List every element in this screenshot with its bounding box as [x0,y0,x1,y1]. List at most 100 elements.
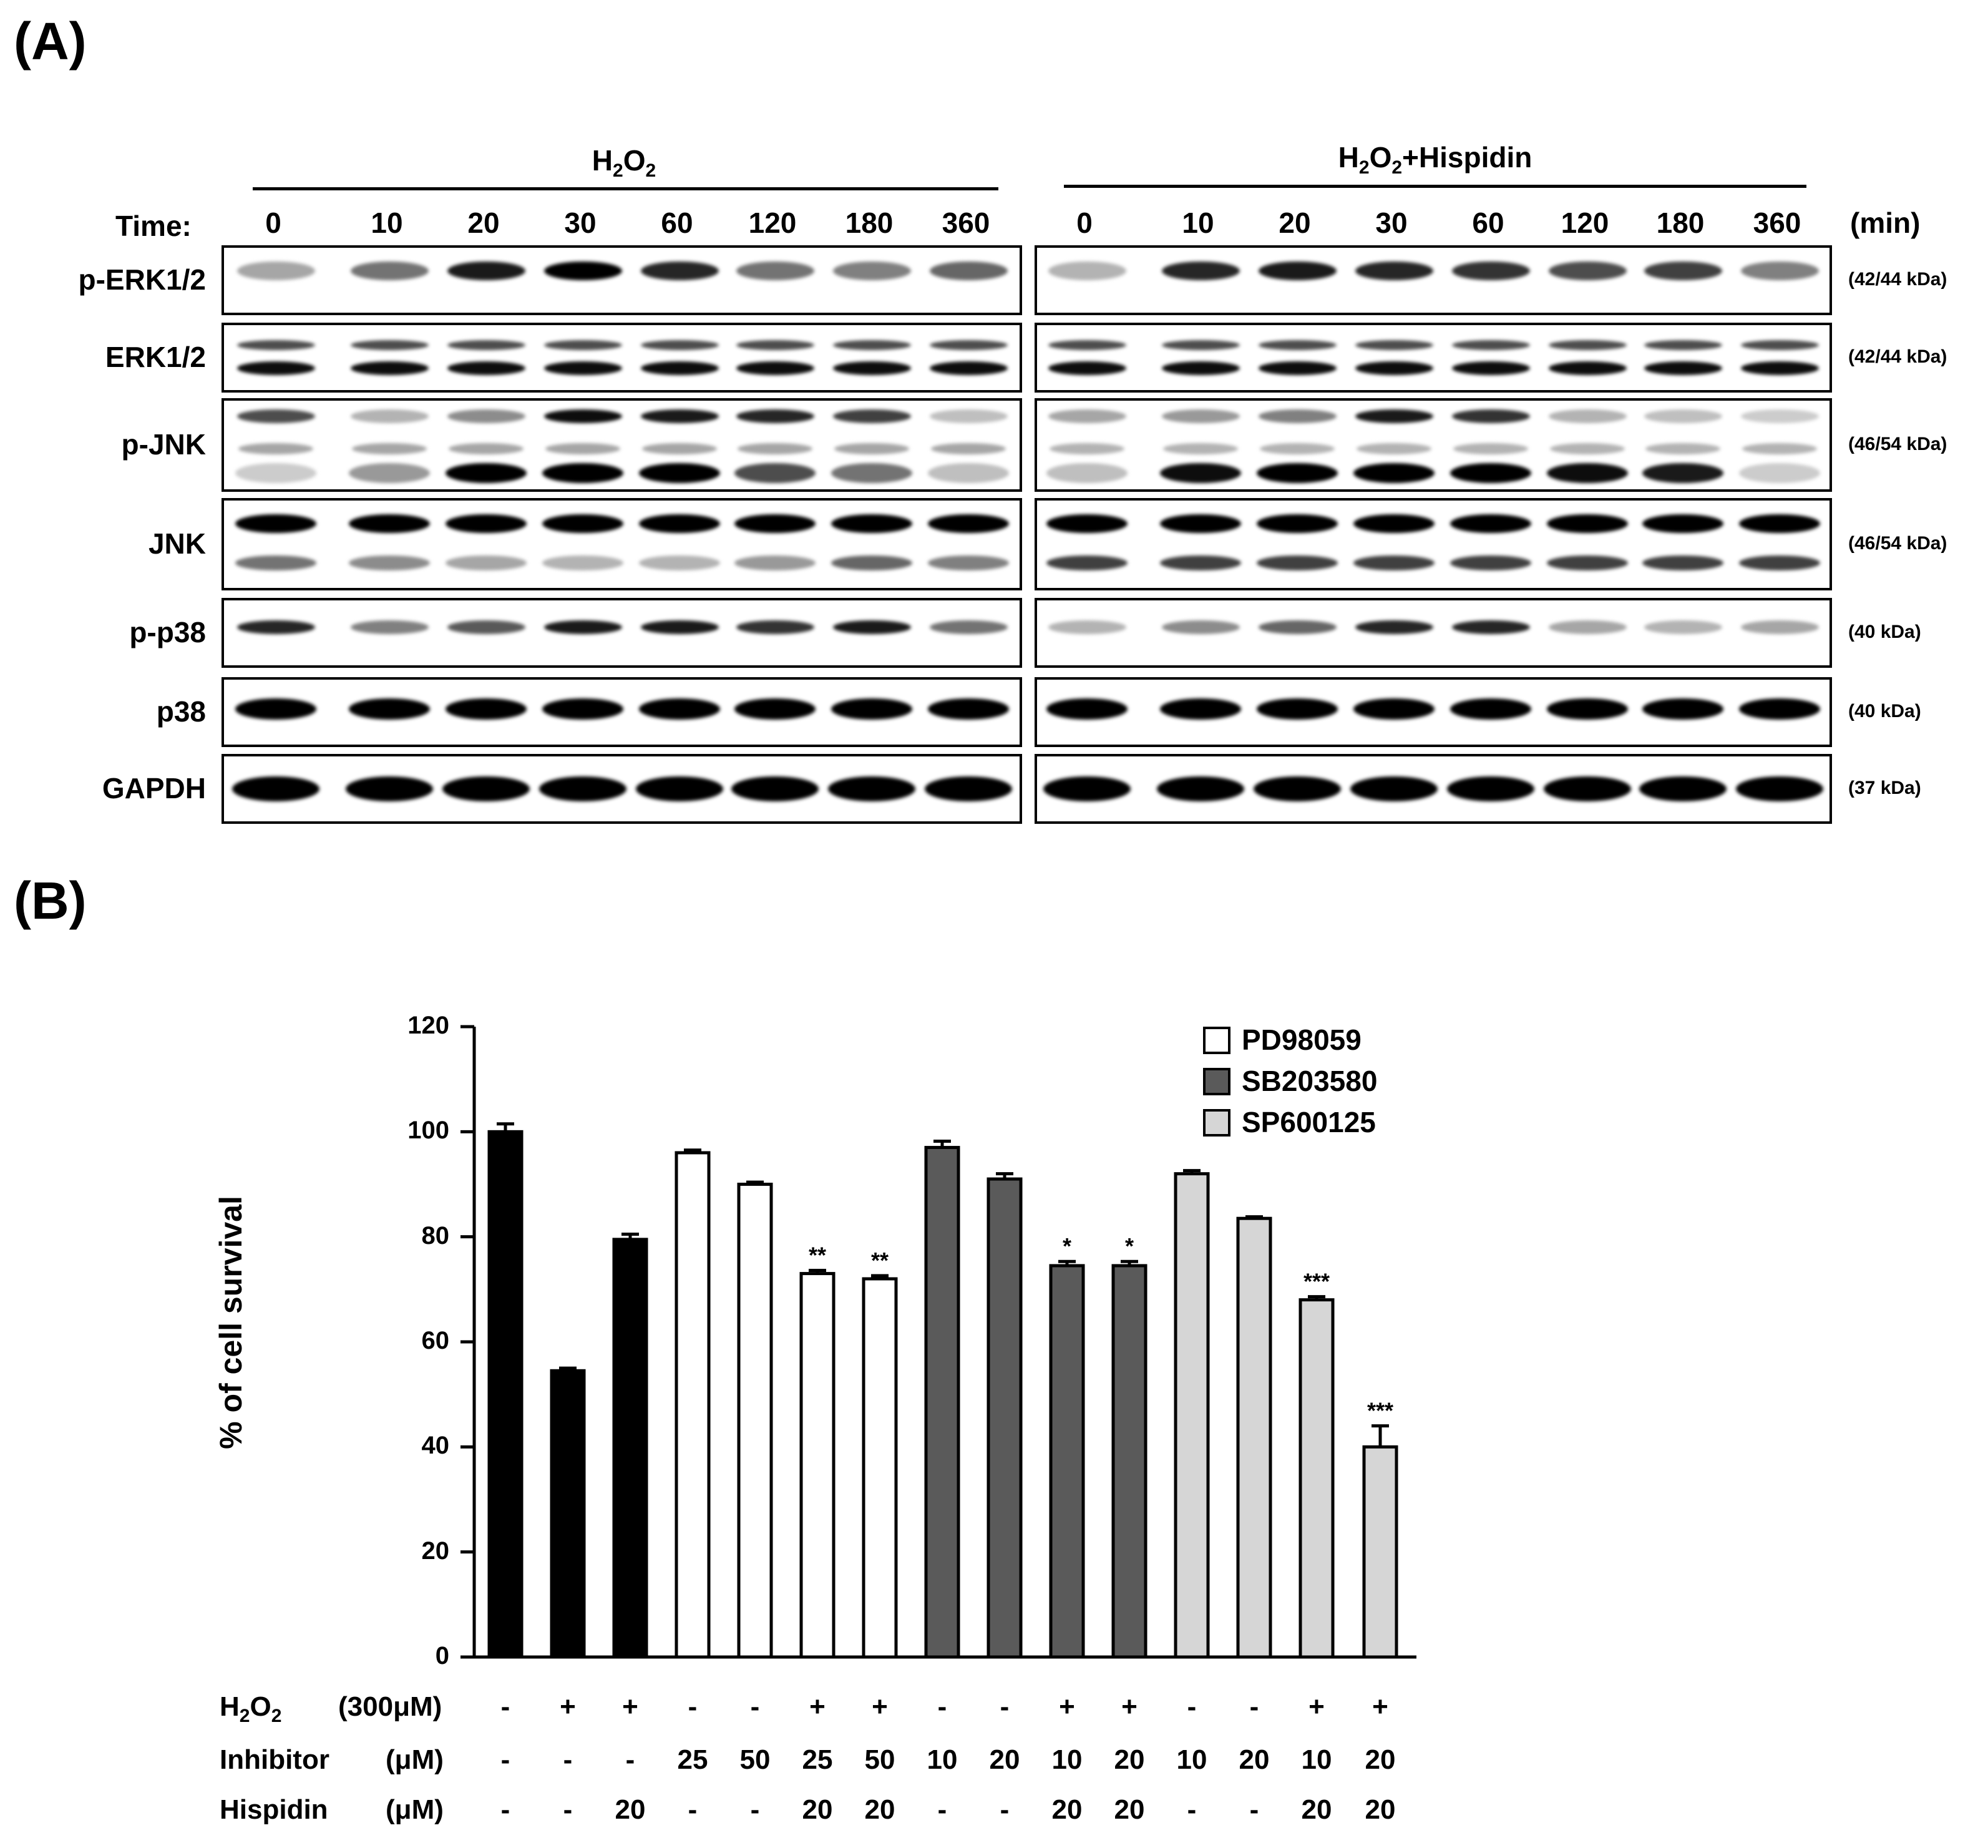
band-r3-l1-b0 [1160,514,1241,533]
blot-4-hispidin [1035,598,1832,668]
band-r2-l7-b0 [929,409,1008,423]
treatment-val-0-6: + [872,1691,888,1722]
band-r2-l7-b1 [1742,443,1817,454]
treatment-val-2-8: - [1000,1794,1010,1825]
band-r1-l5-b0 [736,340,814,350]
time-point-h2o2-20: 20 [467,207,500,239]
band-r1-l4-b1 [640,361,719,375]
blot-5-h2o2 [222,677,1022,747]
treatment-val-1-11: 10 [1176,1744,1207,1775]
band-r0-l1-b0 [350,262,429,280]
band-r0-l3-b0 [1355,262,1433,280]
band-r1-l7-b0 [1740,340,1819,350]
time-point-h2o2-360: 360 [942,207,990,239]
band-r6-l3-b0 [1350,776,1438,801]
treatment-val-2-7: - [937,1794,947,1825]
band-r2-l6-b0 [1644,409,1722,423]
treatment-label-2: Hispidin [220,1794,328,1825]
time-point-hisp-10: 10 [1182,207,1214,239]
band-r0-l4-b0 [640,262,719,280]
band-r6-l0-b0 [232,776,319,801]
band-r3-l2-b0 [1257,514,1338,533]
band-r5-l7-b0 [928,698,1009,720]
bar-6 [862,1277,898,1659]
band-r4-l3-b0 [1355,620,1433,634]
band-r2-l7-b2 [928,463,1009,483]
time-point-hisp-20: 20 [1279,207,1311,239]
band-r2-l5-b0 [1548,409,1627,423]
band-r4-l1-b0 [350,620,429,634]
band-r3-l0-b0 [235,514,316,533]
band-r3-l5-b0 [1547,514,1628,533]
band-r1-l1-b1 [1161,361,1240,375]
band-r5-l6-b0 [1642,698,1723,720]
time-point-hisp-120: 120 [1561,207,1609,239]
band-r0-l1-b0 [1161,262,1240,280]
band-r4-l3-b0 [543,620,622,634]
bar-10 [1111,1264,1147,1659]
band-r6-l7-b0 [1736,776,1823,801]
band-r1-l7-b1 [1740,361,1819,375]
bar-5 [799,1272,836,1659]
band-r3-l0-b1 [235,555,316,570]
band-r3-l7-b1 [928,555,1009,570]
blot-0-hispidin [1035,245,1832,315]
band-r4-l6-b0 [1644,620,1722,634]
treatment-val-1-8: 20 [989,1744,1020,1775]
time-point-h2o2-0: 0 [265,207,281,239]
treatment-val-2-5: 20 [802,1794,833,1825]
band-r1-l1-b0 [350,340,429,350]
bar-1 [550,1369,586,1659]
band-r5-l6-b0 [831,698,912,720]
treatment-val-0-14: + [1372,1691,1388,1722]
blot-kda-2: (46/54 kDa) [1848,434,1947,454]
condition-line-h2o2 [253,187,998,190]
band-r6-l5-b0 [1544,776,1631,801]
band-r3-l2-b1 [446,555,527,570]
band-r3-l7-b0 [1739,514,1820,533]
band-r2-l6-b2 [1642,463,1723,483]
band-r2-l1-b1 [352,443,427,454]
band-r2-l5-b1 [1550,443,1625,454]
band-r6-l2-b0 [442,776,530,801]
band-r2-l5-b1 [738,443,812,454]
band-r4-l1-b0 [1161,620,1240,634]
band-r5-l2-b0 [1257,698,1338,720]
treatment-val-0-8: - [1000,1691,1010,1722]
blot-kda-0: (42/44 kDa) [1848,269,1947,290]
treatment-val-1-14: 20 [1365,1744,1396,1775]
time-label: Time: [115,210,192,242]
band-r4-l2-b0 [447,620,525,634]
band-r3-l1-b0 [349,514,430,533]
band-r3-l0-b1 [1046,555,1128,570]
blot-0-h2o2 [222,245,1022,315]
y-tick-label-120: 120 [407,1012,449,1039]
treatment-val-1-13: 10 [1301,1744,1332,1775]
significance-5: ** [809,1243,826,1268]
band-r5-l1-b0 [349,698,430,720]
band-r3-l6-b0 [1642,514,1723,533]
band-r6-l6-b0 [1639,776,1727,801]
blot-kda-6: (37 kDa) [1848,778,1921,798]
band-r3-l5-b1 [734,555,816,570]
band-r3-l4-b0 [1450,514,1531,533]
band-r2-l4-b1 [1453,443,1528,454]
band-r2-l0-b1 [1050,443,1124,454]
band-r2-l7-b2 [1739,463,1820,483]
blot-5-hispidin [1035,677,1832,747]
band-r3-l6-b1 [1642,555,1723,570]
band-r2-l1-b0 [350,409,429,423]
band-r5-l4-b0 [639,698,720,720]
band-r1-l4-b1 [1451,361,1530,375]
treatment-label-1: Inhibitor [220,1744,329,1775]
blot-label-p-erk1-2: p-ERK1/2 [78,263,206,296]
treatment-val-1-10: 20 [1114,1744,1145,1775]
treatment-val-2-11: - [1187,1794,1197,1825]
band-r1-l3-b1 [543,361,622,375]
band-r1-l2-b0 [1258,340,1337,350]
band-r2-l2-b2 [446,463,527,483]
band-r3-l4-b1 [1450,555,1531,570]
blot-2-hispidin [1035,398,1832,492]
legend-swatch-sp600125 [1203,1109,1230,1137]
band-r2-l6-b2 [831,463,912,483]
